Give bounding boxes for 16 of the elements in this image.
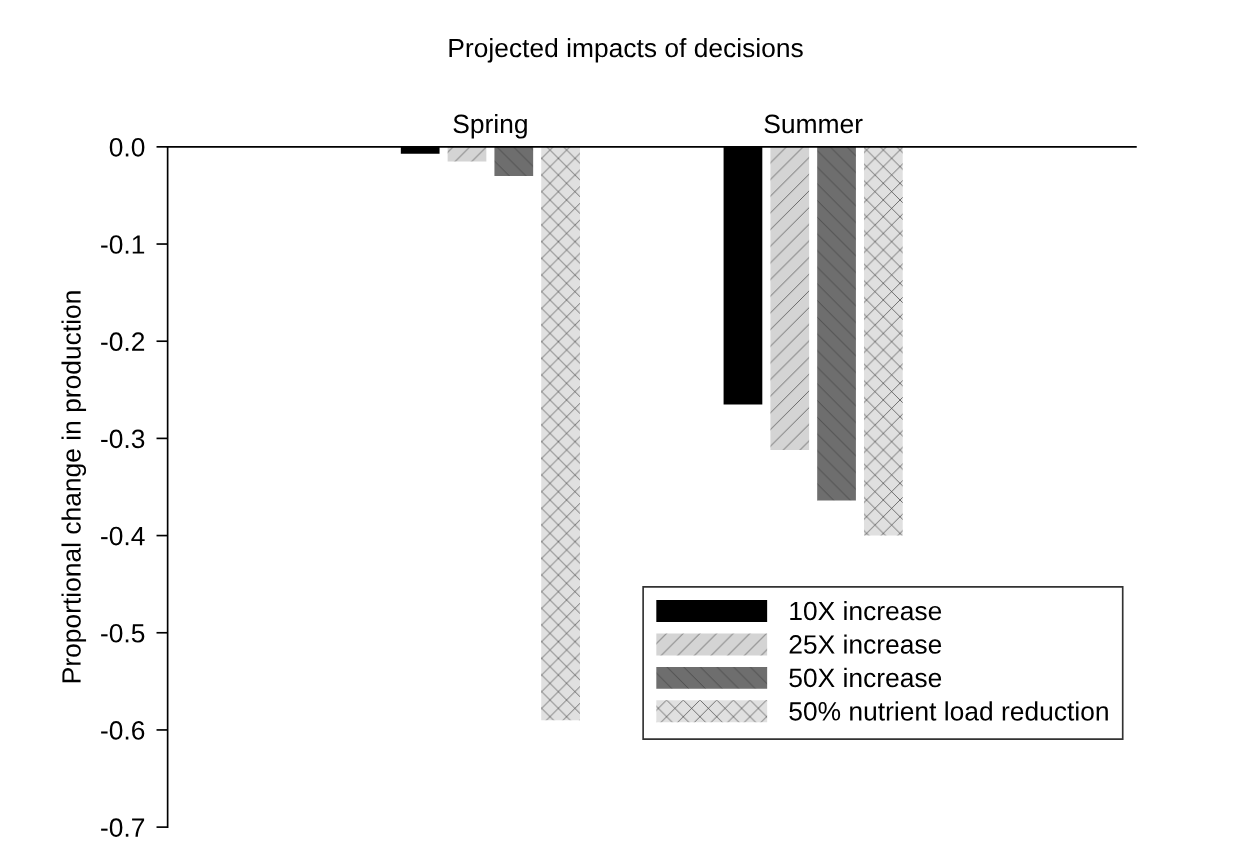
legend-label: 50% nutrient load reduction <box>789 701 1108 721</box>
y-tick-label: -0.5 <box>101 623 145 643</box>
y-tick-label: -0.3 <box>101 429 145 449</box>
y-tick-label: -0.2 <box>101 332 145 352</box>
x-tick-label: Spring <box>453 113 527 139</box>
x-tick-label: Summer <box>764 114 863 134</box>
y-tick-label: -0.1 <box>101 235 145 254</box>
legend-label: 50X increase <box>789 667 942 688</box>
legend-label: 10X increase <box>790 600 942 621</box>
y-tick-label: -0.7 <box>101 818 145 837</box>
chart-title: Projected impacts of decisions <box>449 37 803 63</box>
y-tick-label: -0.6 <box>101 721 145 740</box>
y-tick-label: 0.0 <box>109 137 145 157</box>
y-tick-label: -0.4 <box>101 526 145 546</box>
legend-label: 25X increase <box>789 634 942 654</box>
y-axis-title: Proportional change in production <box>61 291 87 683</box>
